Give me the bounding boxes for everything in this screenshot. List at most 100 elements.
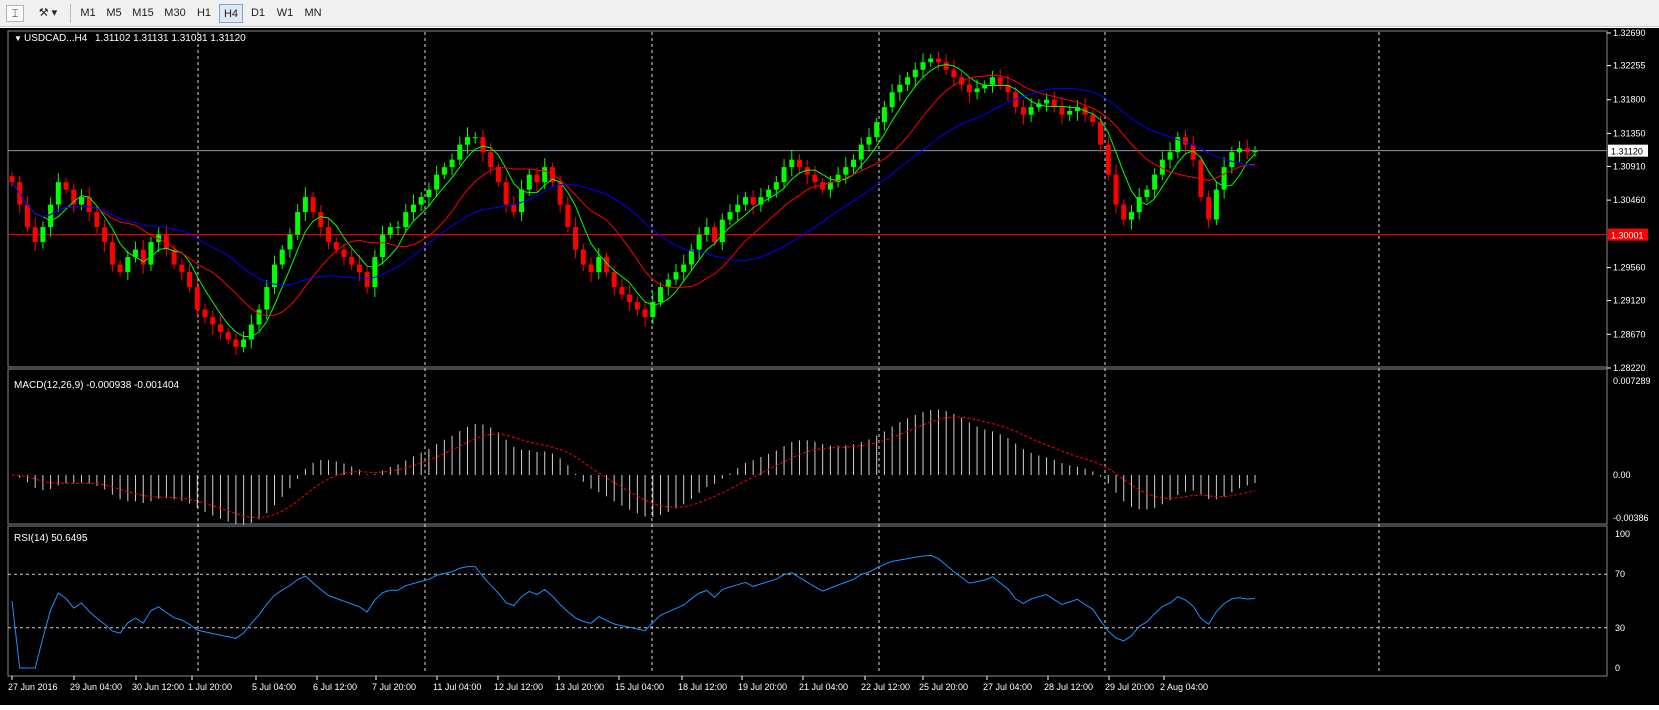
candle-body [202, 309, 208, 318]
candle-body [982, 84, 988, 89]
candle-body [843, 167, 849, 175]
candle-body [1113, 174, 1119, 205]
candle-body [387, 227, 393, 235]
candle-body [1144, 189, 1150, 198]
candle-body [696, 234, 702, 250]
chart-svg[interactable]: 1.32690 1.32255 1.31800 1.31350 1.30910 1.304… [0, 28, 1659, 705]
candle-body [1198, 159, 1204, 198]
candle-body [1213, 189, 1219, 220]
candle-body [1190, 144, 1196, 160]
candle-body [920, 62, 926, 70]
candle-body [1067, 110, 1073, 115]
candle-body [372, 257, 378, 288]
candle-body [943, 62, 949, 70]
time-axis-label: 13 Jul 20:00 [555, 682, 604, 692]
time-axis-label: 21 Jul 04:00 [799, 682, 848, 692]
candle-body [557, 182, 563, 205]
candle-body [410, 204, 416, 213]
candle-body [356, 264, 362, 273]
candle-body [781, 167, 787, 183]
candle-body [248, 324, 254, 340]
candle-body [302, 197, 308, 213]
timeframe-m15[interactable]: M15 [132, 7, 154, 19]
rsi-axis-label: 70 [1615, 569, 1625, 579]
candle-body [9, 176, 15, 183]
candle-body [580, 249, 586, 265]
candle-body [1244, 148, 1250, 153]
level-price-tag [1608, 228, 1648, 241]
candle-body [349, 257, 355, 265]
candle-body [210, 317, 216, 325]
candle-body [1005, 84, 1011, 93]
timeframe-h4[interactable]: H4 [219, 4, 243, 23]
candle-body [434, 174, 440, 190]
candle-body [364, 272, 370, 288]
axes: 1.32690 1.32255 1.31800 1.31350 1.30910 1.304… [8, 28, 1651, 692]
candle-body [310, 197, 316, 213]
candle-body [241, 339, 247, 348]
candle-body [457, 144, 463, 160]
timeframe-h1[interactable]: H1 [196, 7, 212, 19]
collapse-arrow-icon[interactable]: ▼ [14, 34, 22, 43]
candle-body [928, 58, 934, 63]
timeframe-mn[interactable]: MN [304, 7, 322, 19]
time-axis-label: 15 Jul 04:00 [615, 682, 664, 692]
price-pane-frame [7, 30, 1608, 368]
candle-body [395, 227, 401, 229]
current-price-tag [1608, 144, 1648, 157]
rsi-axis-label: 100 [1615, 529, 1630, 539]
candle-body [1090, 114, 1096, 123]
candle-body [418, 197, 424, 205]
candle-body [86, 197, 92, 213]
candle-body [179, 264, 185, 273]
timeframe-m30[interactable]: M30 [164, 7, 186, 19]
candle-body [1059, 107, 1065, 115]
candle-body [519, 189, 525, 213]
price-axis-label: 1.31800 [1613, 95, 1646, 105]
timeframe-m1[interactable]: M1 [80, 7, 96, 19]
candle-body [549, 167, 555, 183]
candle-body [133, 249, 139, 258]
candle-body [766, 189, 772, 198]
macd-title: MACD(12,26,9) -0.000938 -0.001404 [14, 380, 180, 391]
candle-body [1175, 137, 1181, 153]
candle-body [78, 197, 84, 205]
candle-body [835, 174, 841, 183]
candle-body [472, 137, 478, 139]
candle-body [650, 302, 656, 318]
candle-body [673, 272, 679, 280]
candle-body [1128, 212, 1134, 220]
candle-body [889, 92, 895, 108]
draw-tools-icon[interactable]: ⚒ ▾ [38, 7, 58, 19]
timeframe-w1[interactable]: W1 [276, 7, 294, 19]
candle-body [658, 287, 664, 303]
candle-body [1136, 197, 1142, 213]
candle-body [719, 219, 725, 243]
candle-body [1020, 107, 1026, 115]
price-axis-label: 1.30910 [1613, 161, 1646, 171]
candle-body [256, 309, 262, 325]
price-axis-label: 1.28220 [1613, 363, 1646, 373]
candle-body [187, 272, 193, 288]
candle-body [997, 77, 1003, 85]
macd-signal-line [11, 416, 1256, 519]
crosshair-icon[interactable]: ⌶ [6, 5, 24, 22]
candle-body [287, 234, 293, 250]
price-levels [8, 150, 1607, 236]
candle-body [63, 182, 69, 190]
toolbar-separator [70, 4, 71, 23]
ohlc-header: 1.31102 1.31131 1.31031 1.31120 [95, 33, 246, 44]
candle-body [140, 249, 146, 265]
price-axis-label: 1.30460 [1613, 195, 1646, 205]
candle-body [1183, 137, 1189, 145]
chart-window[interactable]: 1.32690 1.32255 1.31800 1.31350 1.30910 1.304… [0, 28, 1659, 705]
candle-body [1252, 150, 1258, 153]
candle-body [858, 144, 864, 160]
timeframe-d1[interactable]: D1 [250, 7, 266, 19]
candle-body [380, 234, 386, 258]
macd-series [11, 409, 1256, 525]
candle-body [966, 84, 972, 93]
candle-body [750, 197, 756, 205]
timeframe-m5[interactable]: M5 [106, 7, 122, 19]
price-axis-label: 1.29560 [1613, 263, 1646, 273]
